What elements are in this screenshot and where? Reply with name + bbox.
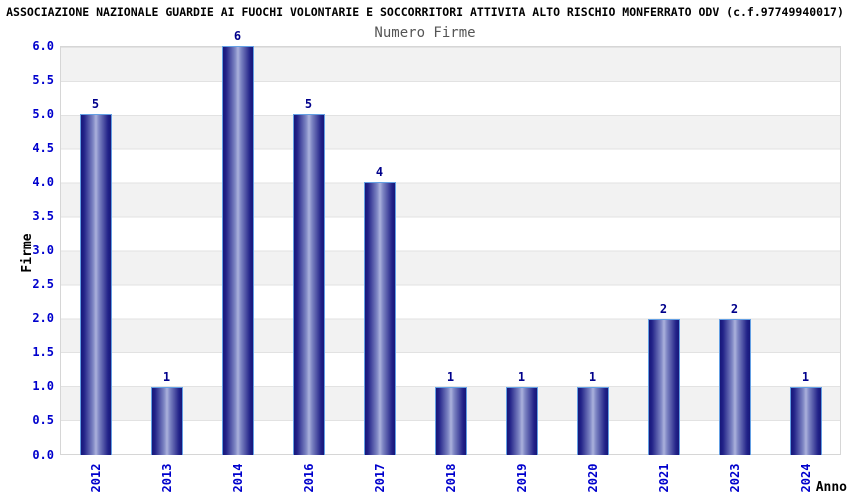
y-tick-label: 3.0: [32, 243, 54, 257]
x-tick-label-2019: 2019: [514, 463, 529, 493]
bar-value-label: 2: [730, 301, 739, 316]
bar-2018: [434, 386, 467, 455]
bar-value-label: 1: [446, 369, 455, 384]
y-tick-label: 3.5: [32, 208, 54, 223]
plot-area: [60, 46, 841, 455]
x-tick-label-2020: 2020: [585, 463, 600, 493]
x-tick-label-2024: 2024: [798, 463, 813, 493]
x-tick-label-2023: 2023: [727, 463, 742, 493]
bar-2014: [221, 46, 254, 455]
y-tick-label: 1.0: [32, 379, 54, 394]
bar-2016: [292, 114, 325, 455]
bar-value-label: 1: [517, 369, 526, 384]
x-tick-label-2014: 2014: [230, 463, 245, 493]
bar-value-label: 1: [162, 369, 171, 384]
bar-2024: [789, 386, 822, 455]
bar-2013: [150, 386, 183, 455]
bar-2017: [363, 182, 396, 455]
y-tick-label: 0.5: [32, 413, 54, 428]
bar-2020: [576, 386, 609, 455]
x-tick-label-2021: 2021: [656, 463, 671, 493]
bar-value-label: 1: [588, 369, 597, 384]
y-tick-label: 2.5: [32, 277, 54, 292]
x-tick-label-2012: 2012: [88, 463, 103, 493]
y-tick-label: 4.5: [32, 140, 54, 155]
x-tick-label-2017: 2017: [372, 463, 387, 493]
y-tick-label: 6.0: [32, 38, 54, 53]
x-tick-label-2018: 2018: [443, 463, 458, 493]
bar-2021: [647, 318, 680, 455]
bar-value-label: 4: [375, 165, 384, 180]
x-tick-label-2016: 2016: [301, 463, 316, 493]
y-tick-label: 2.0: [32, 311, 54, 326]
chart-subtitle: Numero Firme: [374, 25, 476, 41]
y-tick-label: 1.5: [32, 345, 54, 360]
y-tick-label: 5.5: [32, 72, 54, 87]
bar-value-label: 2: [659, 301, 668, 316]
bars-layer: 5 1 6 5 4 1 1 1 2 2 1: [60, 29, 841, 455]
bar-2012: [79, 114, 112, 455]
x-tick-label-2013: 2013: [159, 463, 174, 493]
y-tick-label: 4.0: [32, 174, 54, 189]
bar-value-label: 5: [91, 97, 100, 112]
y-tick-label: 5.0: [32, 106, 54, 121]
bar-value-label: 6: [233, 29, 242, 43]
chart-title: ASSOCIAZIONE NAZIONALE GUARDIE AI FUOCHI…: [6, 5, 844, 19]
bar-2019: [505, 386, 538, 455]
x-axis-title: Anno: [815, 480, 847, 495]
bar-value-label: 1: [801, 369, 810, 384]
bar-value-label: 5: [304, 97, 313, 112]
bar-2023: [718, 318, 751, 455]
y-tick-label: 0.0: [32, 447, 54, 462]
y-axis-title: Firme: [20, 233, 35, 273]
